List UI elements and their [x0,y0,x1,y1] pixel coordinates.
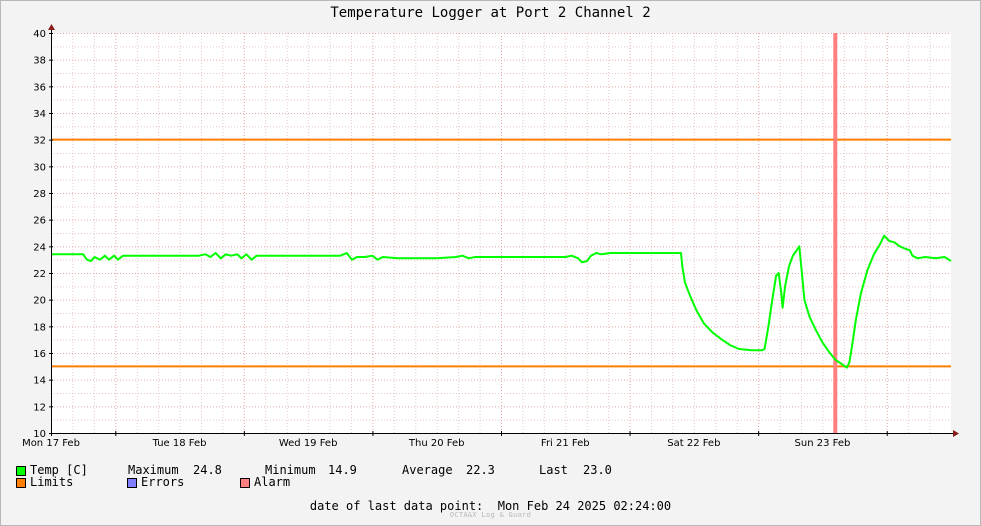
y-tick-label: 12 [33,402,46,413]
last-data-point-label: date of last data point: [309,499,484,513]
y-tick-label: 14 [33,376,46,387]
last-data-point: date of last data point: Mon Feb 24 2025… [0,499,981,513]
y-tick-label: 24 [33,242,46,253]
x-tick-label: Wed 19 Feb [279,438,338,449]
y-tick-label: 36 [33,82,46,93]
watermark: OCTA&X Log & Guard [449,511,532,519]
x-tick-label: Sat 22 Feb [667,438,720,449]
y-tick-label: 34 [33,109,46,120]
y-tick-label: 26 [33,216,46,227]
x-tick-label: Mon 17 Feb [22,438,80,449]
y-tick-label: 28 [33,189,46,200]
last-data-point-value: Mon Feb 24 2025 02:24:00 [497,499,672,513]
y-tick-label: 18 [33,322,46,333]
x-tick-label: Tue 18 Feb [152,438,207,449]
y-tick-label: 16 [33,349,46,360]
x-tick-label: Thu 20 Feb [408,438,465,449]
series-line-0 [51,234,952,369]
x-tick-label: Sun 23 Feb [795,438,851,449]
y-tick-label: 38 [33,56,46,67]
y-tick-label: 32 [33,136,46,147]
x-tick-label: Fri 21 Feb [541,438,590,449]
x-axis-arrow [953,430,959,437]
y-tick-label: 40 [33,29,46,40]
chart-title: Temperature Logger at Port 2 Channel 2 [330,5,651,21]
y-axis-arrow [48,24,55,30]
y-tick-label: 22 [33,269,46,280]
y-tick-label: 20 [33,296,46,307]
y-tick-label: 30 [33,162,46,173]
y-tick-label: 10 [33,429,46,440]
